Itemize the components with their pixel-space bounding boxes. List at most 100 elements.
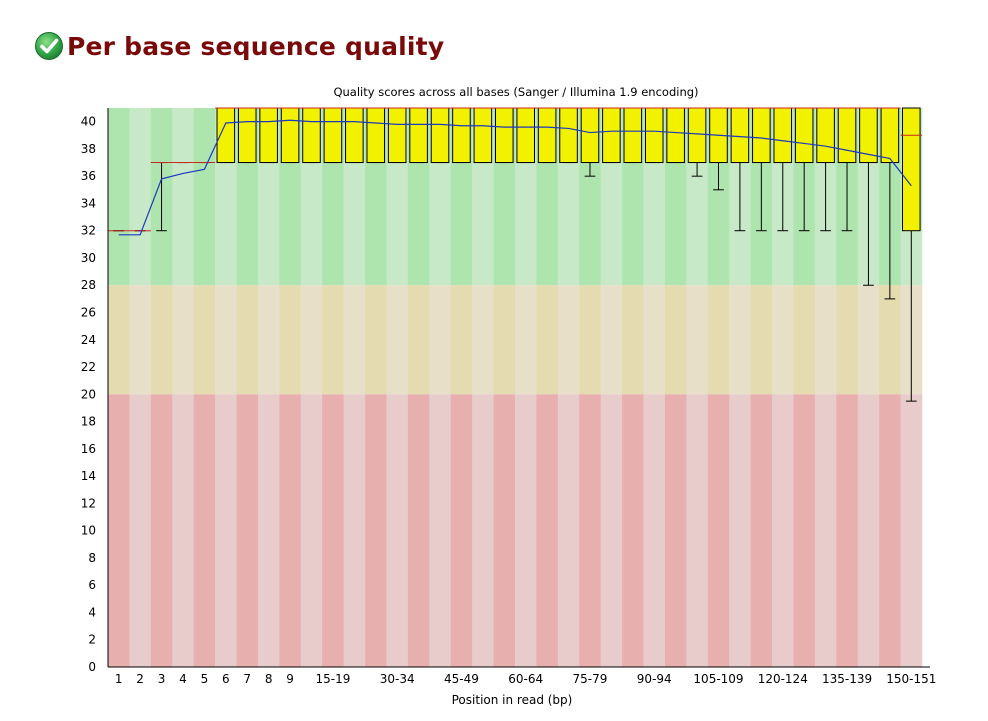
x-tick-label: 1	[115, 672, 123, 686]
zone-poor-stripe	[429, 394, 452, 667]
zone-good-stripe	[129, 108, 152, 286]
y-tick-label: 10	[81, 524, 96, 538]
iqr-box	[409, 107, 428, 164]
zone-reasonable-stripe	[450, 285, 473, 395]
zone-reasonable-stripe	[515, 285, 537, 395]
zone-poor-stripe	[793, 394, 816, 667]
x-tick-label: 5	[201, 672, 209, 686]
x-tick-label: 15-19	[315, 672, 350, 686]
y-tick-label: 32	[81, 224, 96, 238]
y-tick-label: 12	[81, 496, 96, 510]
check-circle-icon	[35, 32, 63, 60]
zone-poor-stripe	[900, 394, 923, 667]
zone-poor-stripe	[386, 394, 409, 667]
y-tick-label: 2	[88, 633, 96, 647]
iqr-box	[794, 107, 814, 164]
zone-poor-stripe	[279, 394, 302, 667]
x-tick-label: 2	[136, 672, 144, 686]
zone-reasonable-stripe	[365, 285, 387, 395]
zone-reasonable-stripe	[557, 285, 580, 395]
zone-poor-stripe	[536, 394, 559, 667]
y-tick-label: 16	[81, 442, 96, 456]
zone-poor-stripe	[814, 394, 837, 667]
iqr-box	[902, 107, 921, 232]
zone-poor-stripe	[857, 394, 880, 667]
y-tick-label: 20	[81, 387, 96, 401]
iqr-box	[473, 107, 493, 164]
x-tick-label: 120-124	[758, 672, 808, 686]
zone-poor-stripe	[236, 394, 259, 667]
y-tick-label: 24	[81, 333, 96, 347]
y-tick-label: 22	[81, 360, 96, 374]
iqr-box	[430, 107, 450, 164]
zone-poor-stripe	[686, 394, 709, 667]
zone-reasonable-stripe	[579, 285, 601, 395]
y-tick-label: 8	[88, 551, 96, 565]
zone-reasonable-stripe	[664, 285, 687, 395]
x-tick-label: 90-94	[637, 672, 672, 686]
x-tick-label: 75-79	[573, 672, 608, 686]
zone-reasonable-stripe	[879, 285, 901, 395]
mean-line	[118, 119, 912, 236]
x-tick-label: 135-139	[822, 672, 872, 686]
zone-reasonable-stripe	[257, 285, 280, 395]
iqr-box	[644, 107, 664, 164]
mean-line-layer	[118, 119, 912, 236]
iqr-box	[623, 107, 643, 164]
zone-poor-stripe	[172, 394, 194, 667]
y-tick-label: 30	[81, 251, 96, 265]
zone-poor-stripe	[729, 394, 751, 667]
iqr-box	[752, 107, 771, 164]
zone-reasonable-stripe	[279, 285, 302, 395]
iqr-box	[366, 107, 386, 164]
zone-poor-stripe	[515, 394, 537, 667]
zone-reasonable-stripe	[536, 285, 559, 395]
zone-reasonable-stripe	[407, 285, 430, 395]
iqr-box	[302, 107, 321, 164]
iqr-box	[537, 107, 557, 164]
zone-poor-stripe	[579, 394, 601, 667]
box-layer	[108, 107, 922, 402]
zone-poor-stripe	[108, 394, 130, 667]
y-tick-label: 36	[81, 169, 96, 183]
iqr-box	[452, 107, 471, 164]
zone-reasonable-stripe	[215, 285, 237, 395]
iqr-box	[280, 107, 300, 164]
zone-reasonable-stripe	[600, 285, 623, 395]
zone-reasonable-stripe	[193, 285, 216, 395]
iqr-box	[880, 107, 900, 164]
zone-reasonable-stripe	[793, 285, 816, 395]
iqr-box	[345, 107, 364, 164]
zone-reasonable-stripe	[343, 285, 366, 395]
zone-reasonable-stripe	[622, 285, 644, 395]
zone-good-stripe	[108, 108, 130, 286]
x-tick-label: 105-109	[693, 672, 743, 686]
iqr-box	[516, 107, 535, 164]
x-tick-label: 7	[243, 672, 251, 686]
zone-reasonable-stripe	[472, 285, 494, 395]
x-tick-label: 4	[179, 672, 187, 686]
zone-reasonable-stripe	[857, 285, 880, 395]
iqr-box	[773, 107, 793, 164]
zone-reasonable-stripe	[729, 285, 751, 395]
y-tick-label: 40	[81, 115, 96, 129]
zone-reasonable-stripe	[814, 285, 837, 395]
iqr-box	[837, 107, 857, 164]
zone-reasonable-stripe	[386, 285, 409, 395]
zone-reasonable-stripe	[129, 285, 152, 395]
zone-reasonable-stripe	[108, 285, 130, 395]
y-tick-label: 6	[88, 578, 96, 592]
x-axis-label: Position in read (bp)	[452, 693, 573, 707]
zone-reasonable-stripe	[172, 285, 194, 395]
iqr-box	[580, 107, 600, 164]
x-tick-label: 9	[286, 672, 294, 686]
iqr-box	[237, 107, 257, 164]
y-tick-label: 38	[81, 142, 96, 156]
zone-poor-stripe	[150, 394, 173, 667]
zone-reasonable-stripe	[236, 285, 259, 395]
zone-reasonable-stripe	[707, 285, 730, 395]
zone-poor-stripe	[643, 394, 666, 667]
zone-poor-stripe	[193, 394, 216, 667]
